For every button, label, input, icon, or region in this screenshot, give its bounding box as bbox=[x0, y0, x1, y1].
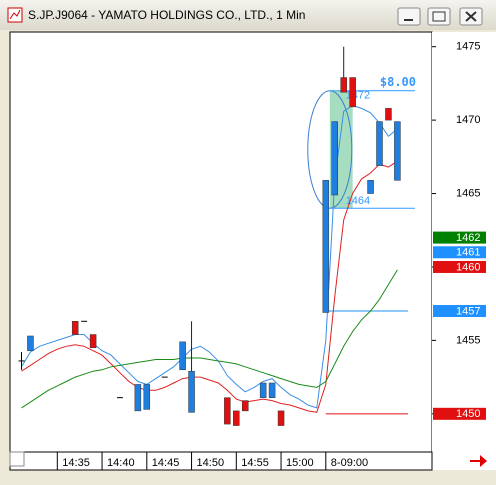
price-marker bbox=[433, 260, 486, 273]
candle-body bbox=[367, 180, 374, 194]
price-marker bbox=[433, 407, 486, 420]
price-marker bbox=[433, 305, 486, 318]
scroll-arrow[interactable] bbox=[470, 455, 487, 467]
x-tick-label: 14:50 bbox=[197, 457, 225, 469]
x-tick-label: 15:00 bbox=[286, 457, 314, 469]
price-marker-label: 1461 bbox=[456, 247, 480, 259]
minimize-button[interactable] bbox=[397, 7, 421, 26]
candle-body bbox=[268, 382, 276, 398]
y-tick-label: 1465 bbox=[456, 187, 480, 199]
candle-body bbox=[27, 335, 34, 351]
x-tick-label: 14:45 bbox=[152, 457, 180, 469]
price-marker-label: 1457 bbox=[456, 305, 480, 317]
plot: 1450 1455 1460 1465 1470 1475 14:35 14:40 14:45 1… bbox=[18, 41, 486, 470]
candle-body bbox=[394, 121, 401, 181]
candle-body bbox=[89, 334, 97, 348]
candle-body bbox=[143, 384, 151, 410]
candle-body bbox=[340, 77, 347, 93]
y-tick-label: 1470 bbox=[456, 114, 480, 126]
candle-body bbox=[349, 77, 356, 108]
candle-body bbox=[188, 370, 195, 413]
candle-body bbox=[233, 410, 240, 426]
candle-body bbox=[179, 341, 186, 371]
window-buttons bbox=[397, 7, 483, 26]
level-label: 1472 bbox=[346, 90, 370, 102]
window-title: S.JP.J9064 - YAMATO HOLDINGS CO., LTD., … bbox=[28, 8, 305, 22]
candle-body bbox=[277, 410, 285, 426]
candle-body bbox=[259, 382, 267, 398]
candle-body bbox=[242, 400, 249, 412]
x-tick-label: 8-09:00 bbox=[331, 457, 368, 469]
ma-line bbox=[21, 269, 398, 409]
close-glyph bbox=[465, 11, 477, 22]
annotation: $8.00 bbox=[380, 75, 416, 89]
x-tick-label: 14:55 bbox=[241, 457, 269, 469]
candle-body bbox=[134, 384, 142, 412]
candle-body bbox=[385, 108, 392, 121]
candle-body bbox=[224, 397, 231, 425]
candle-body bbox=[376, 121, 383, 166]
window-icon[interactable] bbox=[7, 7, 23, 23]
corner-box[interactable] bbox=[9, 451, 25, 467]
price-marker bbox=[433, 246, 486, 259]
price-marker-label: 1460 bbox=[456, 261, 480, 273]
maximize-glyph bbox=[432, 11, 446, 22]
x-tick-label: 14:40 bbox=[107, 457, 135, 469]
y-tick-label: 1475 bbox=[456, 41, 480, 53]
price-marker-label: 1450 bbox=[456, 408, 480, 420]
price-marker bbox=[433, 231, 486, 244]
window-icon-glyph bbox=[9, 9, 21, 20]
candle-body bbox=[331, 121, 338, 196]
ma-line bbox=[21, 160, 398, 413]
x-tick-label: 14:35 bbox=[62, 457, 90, 469]
candle-body bbox=[322, 180, 330, 313]
candle-body bbox=[71, 321, 79, 335]
level-label: 1464 bbox=[346, 195, 370, 207]
price-marker-label: 1462 bbox=[456, 232, 480, 244]
y-tick-label: 1455 bbox=[456, 334, 480, 346]
maximize-button[interactable] bbox=[427, 7, 451, 26]
